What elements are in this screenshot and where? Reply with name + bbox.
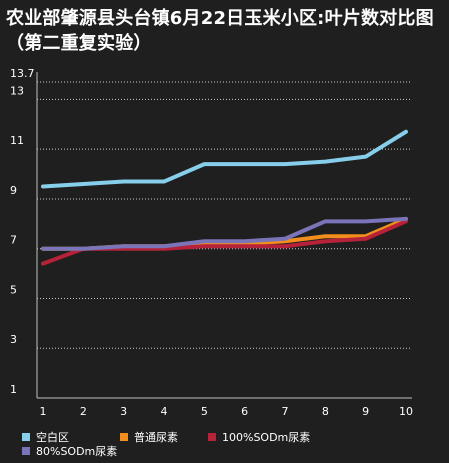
x-tick-label: 5 bbox=[201, 405, 208, 418]
legend-label: 80%SODm尿素 bbox=[36, 445, 118, 458]
legend-item: 空白区 bbox=[22, 429, 69, 445]
legend-item: 100%SODm尿素 bbox=[208, 429, 310, 445]
legend-item: 普通尿素 bbox=[120, 429, 178, 445]
x-tick-label: 1 bbox=[40, 405, 47, 418]
series-line-4 bbox=[41, 216, 408, 251]
x-tick-label: 6 bbox=[241, 405, 248, 418]
y-tick-label: 11 bbox=[10, 134, 24, 147]
legend-swatch bbox=[22, 433, 30, 441]
legend-swatch bbox=[120, 433, 128, 441]
y-tick-label: 3 bbox=[10, 333, 17, 346]
axes bbox=[36, 72, 412, 399]
y-tick-label: 9 bbox=[10, 184, 17, 197]
x-tick-label: 7 bbox=[282, 405, 289, 418]
y-tick-label: 1 bbox=[10, 383, 17, 396]
series-line-1 bbox=[41, 129, 408, 189]
x-tick-label: 4 bbox=[161, 405, 168, 418]
legend-item: 80%SODm尿素 bbox=[22, 443, 117, 459]
chart-title: 农业部肇源县头台镇6月22日玉米小区:叶片数对比图（第二重复实验） bbox=[6, 8, 434, 54]
x-tick-labels: 1 2 3 4 5 6 7 8 9 10 bbox=[40, 405, 414, 418]
legend-label: 100%SODm尿素 bbox=[222, 431, 311, 444]
y-tick-label: 7 bbox=[10, 234, 17, 247]
x-tick-label: 8 bbox=[322, 405, 329, 418]
series-lines bbox=[41, 129, 408, 266]
y-tick-label: 5 bbox=[10, 283, 17, 296]
x-tick-label: 9 bbox=[362, 405, 369, 418]
y-tick-label: 13.7 bbox=[10, 67, 35, 80]
legend-swatch bbox=[208, 433, 216, 441]
legend-label: 普通尿素 bbox=[134, 431, 178, 444]
legend-swatch bbox=[22, 447, 30, 455]
legend-label: 空白区 bbox=[36, 431, 69, 444]
y-tick-label: 13 bbox=[10, 84, 24, 97]
x-tick-label: 2 bbox=[80, 405, 87, 418]
x-tick-label: 10 bbox=[399, 405, 413, 418]
x-tick-label: 3 bbox=[120, 405, 127, 418]
